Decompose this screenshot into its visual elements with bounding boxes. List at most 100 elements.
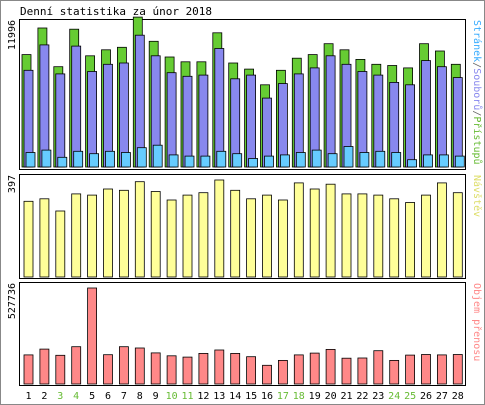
bar-pages-10 <box>168 154 179 168</box>
bar-pages-16 <box>264 155 274 168</box>
legend-hits: Přístupů <box>471 116 483 164</box>
bar-pages-22 <box>359 152 370 168</box>
bar-files-27 <box>436 66 447 168</box>
bar-visits-26 <box>421 194 431 278</box>
x-tick-label-1: 1 <box>25 391 31 402</box>
bar-pages-13 <box>216 150 227 168</box>
x-axis-day-labels: 1 2 3 4 5 6 7 8 9 10 11 12 13 14 15 16 17 18 19 20 21 22 23 24 2… <box>25 391 463 402</box>
x-tick-label-21: 21 <box>340 391 352 402</box>
bar-traffic-19 <box>309 352 320 385</box>
bar-traffic-20 <box>325 348 336 385</box>
x-tick-label-8: 8 <box>137 391 143 402</box>
bar-files-10 <box>166 72 177 168</box>
bar-traffic-6 <box>103 354 113 385</box>
legend-visits: Návštěv <box>471 175 483 217</box>
bar-pages-11 <box>184 155 195 168</box>
bar-files-28 <box>452 77 463 168</box>
chart-title: Denní statistika za únor 2018 <box>20 5 212 18</box>
bar-traffic-25 <box>405 354 416 385</box>
bar-files-2 <box>39 44 50 168</box>
bar-files-20 <box>325 55 336 168</box>
x-tick-label-12: 12 <box>197 391 209 402</box>
bar-traffic-8 <box>134 347 145 385</box>
bar-pages-20 <box>327 153 338 168</box>
bar-files-15 <box>246 74 257 168</box>
panel-hits-bars <box>21 16 465 168</box>
bar-traffic-22 <box>357 357 368 385</box>
x-tick-label-23: 23 <box>372 391 384 402</box>
bar-pages-2 <box>41 149 52 168</box>
bar-visits-18 <box>293 182 304 278</box>
bar-pages-19 <box>311 149 322 168</box>
bar-pages-21 <box>343 146 354 168</box>
bar-visits-4 <box>71 193 82 278</box>
bar-files-5 <box>87 71 97 168</box>
bar-traffic-9 <box>150 352 161 385</box>
x-tick-label-5: 5 <box>89 391 95 402</box>
x-tick-label-3: 3 <box>57 391 63 402</box>
legend-pages: Stránek <box>471 20 483 62</box>
x-tick-label-20: 20 <box>325 391 337 402</box>
x-tick-label-11: 11 <box>181 391 193 402</box>
x-tick-label-13: 13 <box>213 391 225 402</box>
bar-pages-15 <box>248 158 259 168</box>
bar-traffic-17 <box>277 359 288 385</box>
bar-pages-9 <box>152 144 163 168</box>
bar-pages-27 <box>438 154 449 168</box>
x-tick-label-15: 15 <box>245 391 257 402</box>
bar-files-8 <box>134 34 145 168</box>
panel-visits: 397 Návštěv <box>7 174 483 279</box>
bar-visits-19 <box>309 188 320 278</box>
bar-visits-20 <box>325 183 336 278</box>
panel-traffic-bars <box>23 287 463 385</box>
bar-visits-21 <box>341 193 352 278</box>
bar-visits-28 <box>452 192 463 278</box>
bar-visits-10 <box>166 199 177 278</box>
bar-files-11 <box>182 75 193 168</box>
bar-pages-24 <box>391 152 402 168</box>
bar-visits-23 <box>373 194 384 278</box>
bar-files-25 <box>405 84 416 168</box>
bar-visits-8 <box>134 181 145 278</box>
panel-hits-legend: Stránek/Souborů/Přístupů <box>471 20 483 165</box>
bar-traffic-5 <box>87 287 97 385</box>
bar-visits-1 <box>23 200 34 278</box>
bar-files-17 <box>277 83 288 168</box>
bar-visits-15 <box>246 198 257 278</box>
bar-pages-4 <box>73 150 84 168</box>
bar-files-7 <box>119 62 129 168</box>
x-tick-label-16: 16 <box>261 391 273 402</box>
x-tick-label-10: 10 <box>166 391 178 402</box>
bar-pages-26 <box>423 154 433 168</box>
bar-files-12 <box>198 74 209 168</box>
x-tick-label-2: 2 <box>41 391 47 402</box>
bar-traffic-24 <box>389 359 400 385</box>
bar-pages-23 <box>375 150 386 168</box>
bar-visits-5 <box>87 194 97 278</box>
bar-traffic-18 <box>293 354 304 385</box>
bar-traffic-16 <box>262 364 272 385</box>
bar-traffic-27 <box>436 354 447 385</box>
bar-traffic-14 <box>230 352 241 385</box>
x-tick-label-28: 28 <box>452 391 464 402</box>
x-tick-label-19: 19 <box>309 391 321 402</box>
bar-pages-18 <box>295 152 306 168</box>
x-tick-label-24: 24 <box>388 391 400 402</box>
panel-hits: 11996 Stránek/Souborů/Přístupů <box>7 16 483 170</box>
bar-pages-1 <box>25 152 36 168</box>
x-tick-label-9: 9 <box>153 391 159 402</box>
bar-traffic-3 <box>55 354 66 385</box>
x-tick-label-22: 22 <box>356 391 368 402</box>
bar-visits-7 <box>119 189 129 278</box>
x-tick-label-4: 4 <box>73 391 79 402</box>
bar-visits-16 <box>262 194 272 278</box>
bar-pages-5 <box>89 153 99 168</box>
x-tick-label-17: 17 <box>277 391 289 402</box>
panel-traffic: 527736 Objem přenosu <box>7 282 483 386</box>
panel-visits-ymax: 397 <box>7 175 18 193</box>
bar-traffic-23 <box>373 350 384 385</box>
bar-traffic-13 <box>214 349 225 385</box>
bar-visits-9 <box>150 191 161 278</box>
bar-visits-24 <box>389 198 400 278</box>
